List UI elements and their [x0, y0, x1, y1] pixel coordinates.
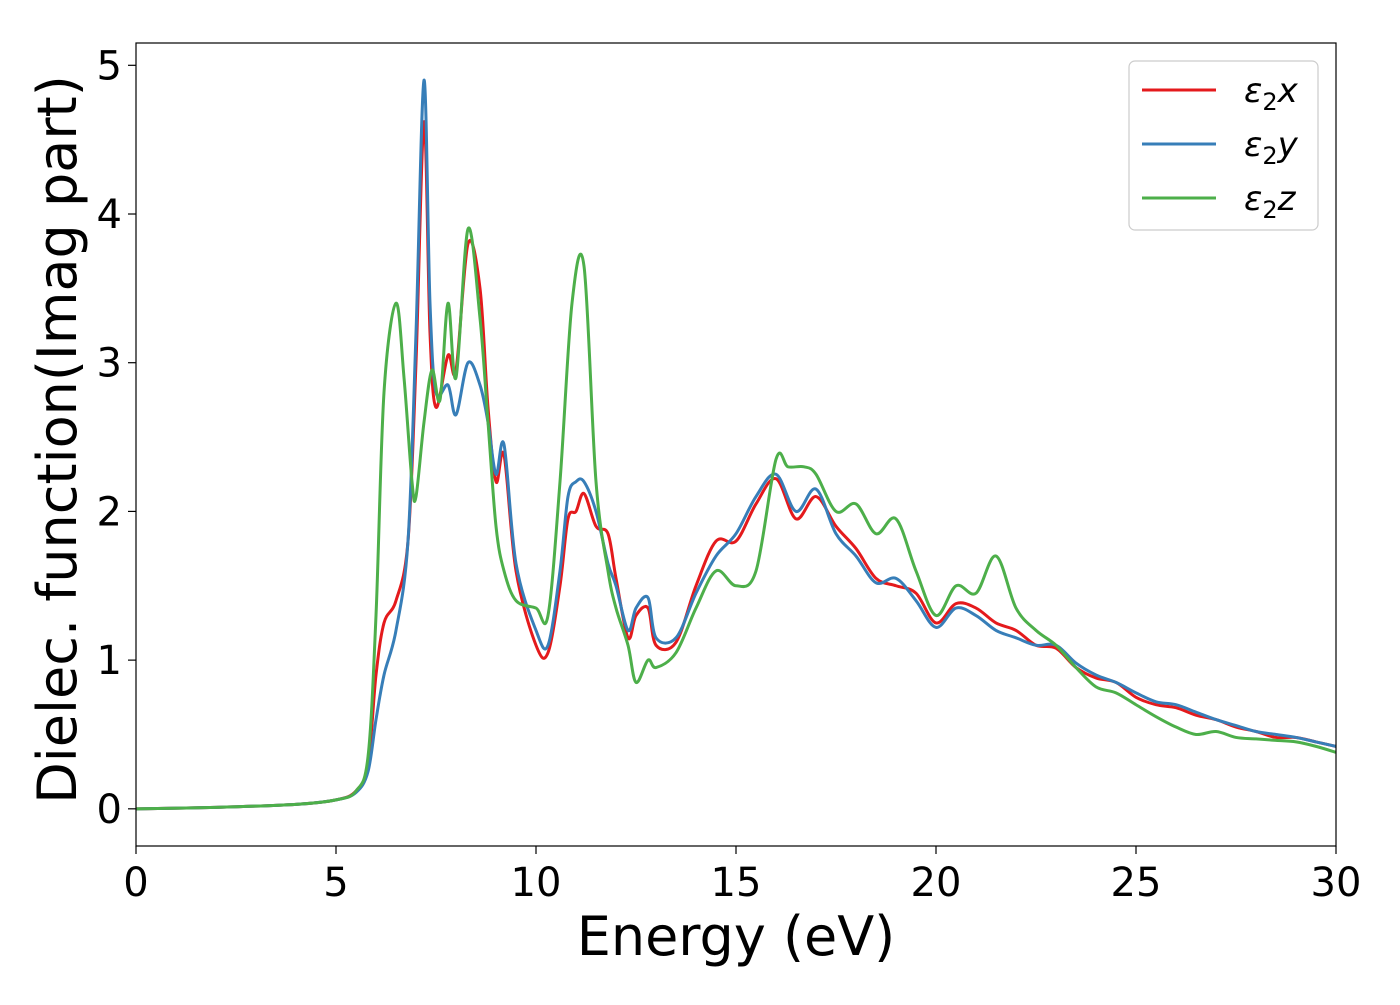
series-layer: [136, 78, 1336, 811]
x-tick-label: 25: [1111, 860, 1162, 906]
legend-label: ε2x: [1244, 71, 1299, 116]
x-tick-label: 0: [123, 860, 148, 906]
y-tick-label: 2: [97, 489, 122, 535]
y-axis: 0 1 2 3 4 5: [97, 43, 136, 833]
legend: ε2x ε2y ε2z: [1128, 60, 1319, 231]
x-tick-label: 5: [323, 860, 348, 906]
y-axis-title: Dielec. function(Imag part): [26, 75, 89, 804]
legend-item-x: ε2x: [1142, 71, 1299, 116]
legend-label: ε2z: [1244, 179, 1297, 224]
legend-box: [1128, 60, 1319, 231]
y-tick-label: 1: [97, 638, 122, 684]
x-tick-label: 10: [511, 860, 562, 906]
x-axis-title: Energy (eV): [577, 905, 896, 968]
legend-item-z: ε2z: [1142, 179, 1297, 224]
x-tick-label: 15: [711, 860, 762, 906]
x-tick-label: 20: [911, 860, 962, 906]
series-line-z: [136, 226, 1336, 811]
y-tick-label: 3: [97, 341, 122, 387]
legend-label: ε2y: [1244, 125, 1299, 170]
series-line-y: [136, 78, 1336, 811]
y-tick-label: 0: [97, 787, 122, 833]
y-tick-label: 4: [97, 192, 122, 238]
y-tick-label: 5: [97, 43, 122, 89]
x-axis: 0 5 10 15 20 25 30: [123, 846, 1361, 906]
legend-item-y: ε2y: [1142, 125, 1299, 170]
x-tick-label: 30: [1311, 860, 1362, 906]
